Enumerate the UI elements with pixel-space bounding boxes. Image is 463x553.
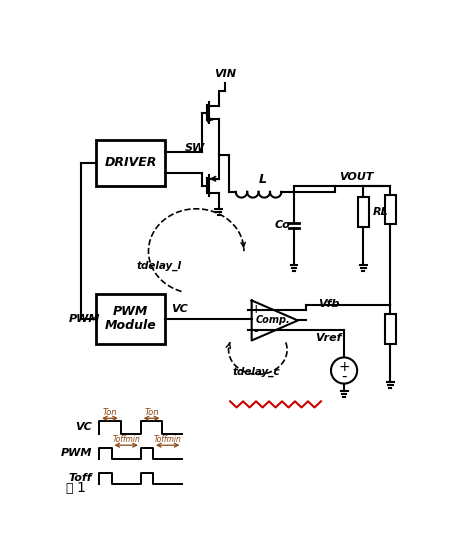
Text: PWM: PWM [69,314,100,324]
Text: 图: 图 [65,482,73,495]
Bar [384,314,395,343]
Text: Comp.: Comp. [255,315,290,326]
Text: 1: 1 [76,481,85,495]
Text: Ton: Ton [144,409,158,418]
Text: DRIVER: DRIVER [104,156,156,169]
Text: Vref: Vref [315,333,341,343]
Text: VIN: VIN [213,70,235,80]
Bar [357,197,368,227]
Text: SW: SW [184,143,204,153]
Text: PWM: PWM [61,448,92,458]
Text: RL: RL [372,207,388,217]
Text: VOUT: VOUT [338,172,372,182]
Text: Co: Co [274,220,289,231]
Text: Ton: Ton [102,409,117,418]
Text: Toffmin: Toffmin [153,435,181,445]
Bar [384,195,395,224]
Text: -: - [253,325,257,338]
Text: Module: Module [105,319,156,332]
Text: PWM: PWM [113,305,148,318]
Text: -: - [341,368,346,383]
Text: VC: VC [75,422,92,432]
Text: +: + [250,303,260,316]
Text: VC: VC [170,304,187,314]
Text: L: L [258,174,266,186]
Bar [96,294,165,343]
Text: Vfb: Vfb [317,299,338,309]
Text: tdelay_c: tdelay_c [232,366,280,377]
Text: Toffmin: Toffmin [112,435,140,445]
Bar [96,139,165,186]
Text: tdelay_l: tdelay_l [136,261,181,271]
Text: +: + [338,359,349,374]
Text: Toff: Toff [69,473,92,483]
